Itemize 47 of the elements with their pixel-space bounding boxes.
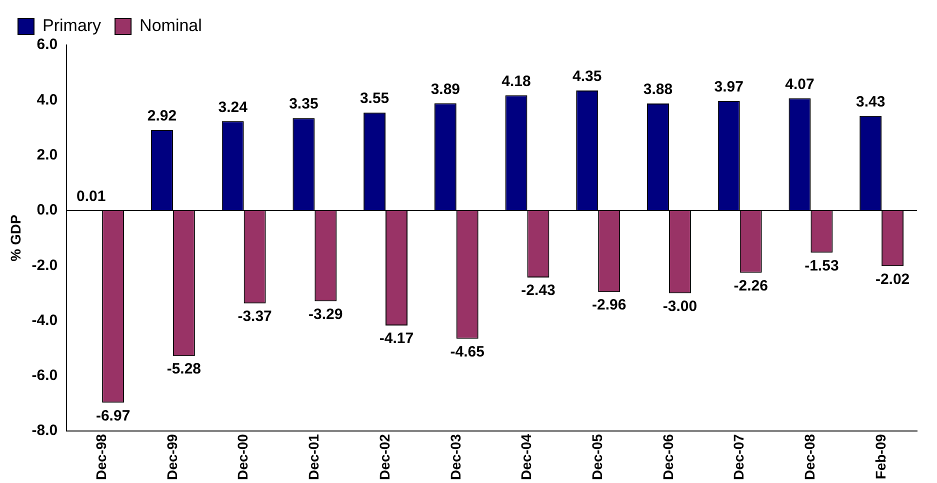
- data-label: -2.26: [734, 277, 768, 294]
- y-tick-label: -6.0: [32, 367, 58, 384]
- y-tick-label: 2.0: [36, 146, 58, 164]
- data-label: -4.65: [450, 343, 484, 360]
- data-label: 4.07: [785, 76, 814, 93]
- y-tick-label: -8.0: [32, 422, 58, 440]
- data-label: 0.01: [76, 188, 106, 205]
- data-label: 4.18: [502, 72, 531, 90]
- x-tick-label: Dec-07: [730, 434, 747, 480]
- data-label: 2.92: [147, 108, 177, 125]
- x-tick-label: Dec-03: [447, 434, 464, 480]
- x-tick-label: Dec-04: [518, 434, 534, 480]
- x-tick-label: Dec-08: [802, 434, 818, 480]
- data-label: -6.97: [96, 407, 130, 424]
- data-label: -3.29: [308, 306, 343, 323]
- y-tick-label: 4.0: [36, 91, 58, 108]
- data-label: 3.35: [289, 96, 318, 113]
- x-tick-label: Dec-00: [234, 434, 251, 480]
- data-label: -2.02: [875, 270, 910, 288]
- y-tick-label: 0.0: [36, 202, 58, 219]
- data-label: -3.00: [662, 298, 698, 315]
- data-label: -3.37: [238, 308, 272, 326]
- legend-label: Nominal: [140, 16, 202, 36]
- x-tick-label: Dec-98: [92, 434, 109, 480]
- data-label: -2.96: [592, 296, 626, 314]
- x-tick-label: Dec-99: [164, 434, 180, 480]
- data-label: 4.35: [572, 68, 602, 86]
- x-tick-label: Dec-05: [588, 434, 605, 480]
- data-label: 3.88: [643, 81, 673, 98]
- data-label: 3.24: [218, 98, 248, 116]
- data-label: -4.17: [379, 330, 414, 348]
- data-label: -2.43: [521, 282, 556, 300]
- data-label: 3.97: [714, 78, 744, 96]
- legend-label: Primary: [42, 16, 102, 36]
- data-label: 3.43: [856, 94, 886, 111]
- data-label: 3.89: [430, 80, 460, 98]
- y-tick-label: -2.0: [32, 256, 58, 274]
- y-tick-label: -4.0: [32, 312, 58, 329]
- x-tick-label: Feb-09: [872, 434, 888, 480]
- y-tick-label: 6.0: [36, 36, 58, 54]
- data-label: 3.55: [360, 90, 390, 108]
- data-label: -1.53: [804, 257, 839, 274]
- x-tick-label: Dec-06: [660, 434, 676, 480]
- data-label: -5.28: [166, 360, 202, 378]
- y-axis-title: % GDP: [7, 214, 24, 262]
- x-tick-label: Dec-01: [306, 434, 322, 480]
- x-tick-label: Dec-02: [376, 434, 392, 480]
